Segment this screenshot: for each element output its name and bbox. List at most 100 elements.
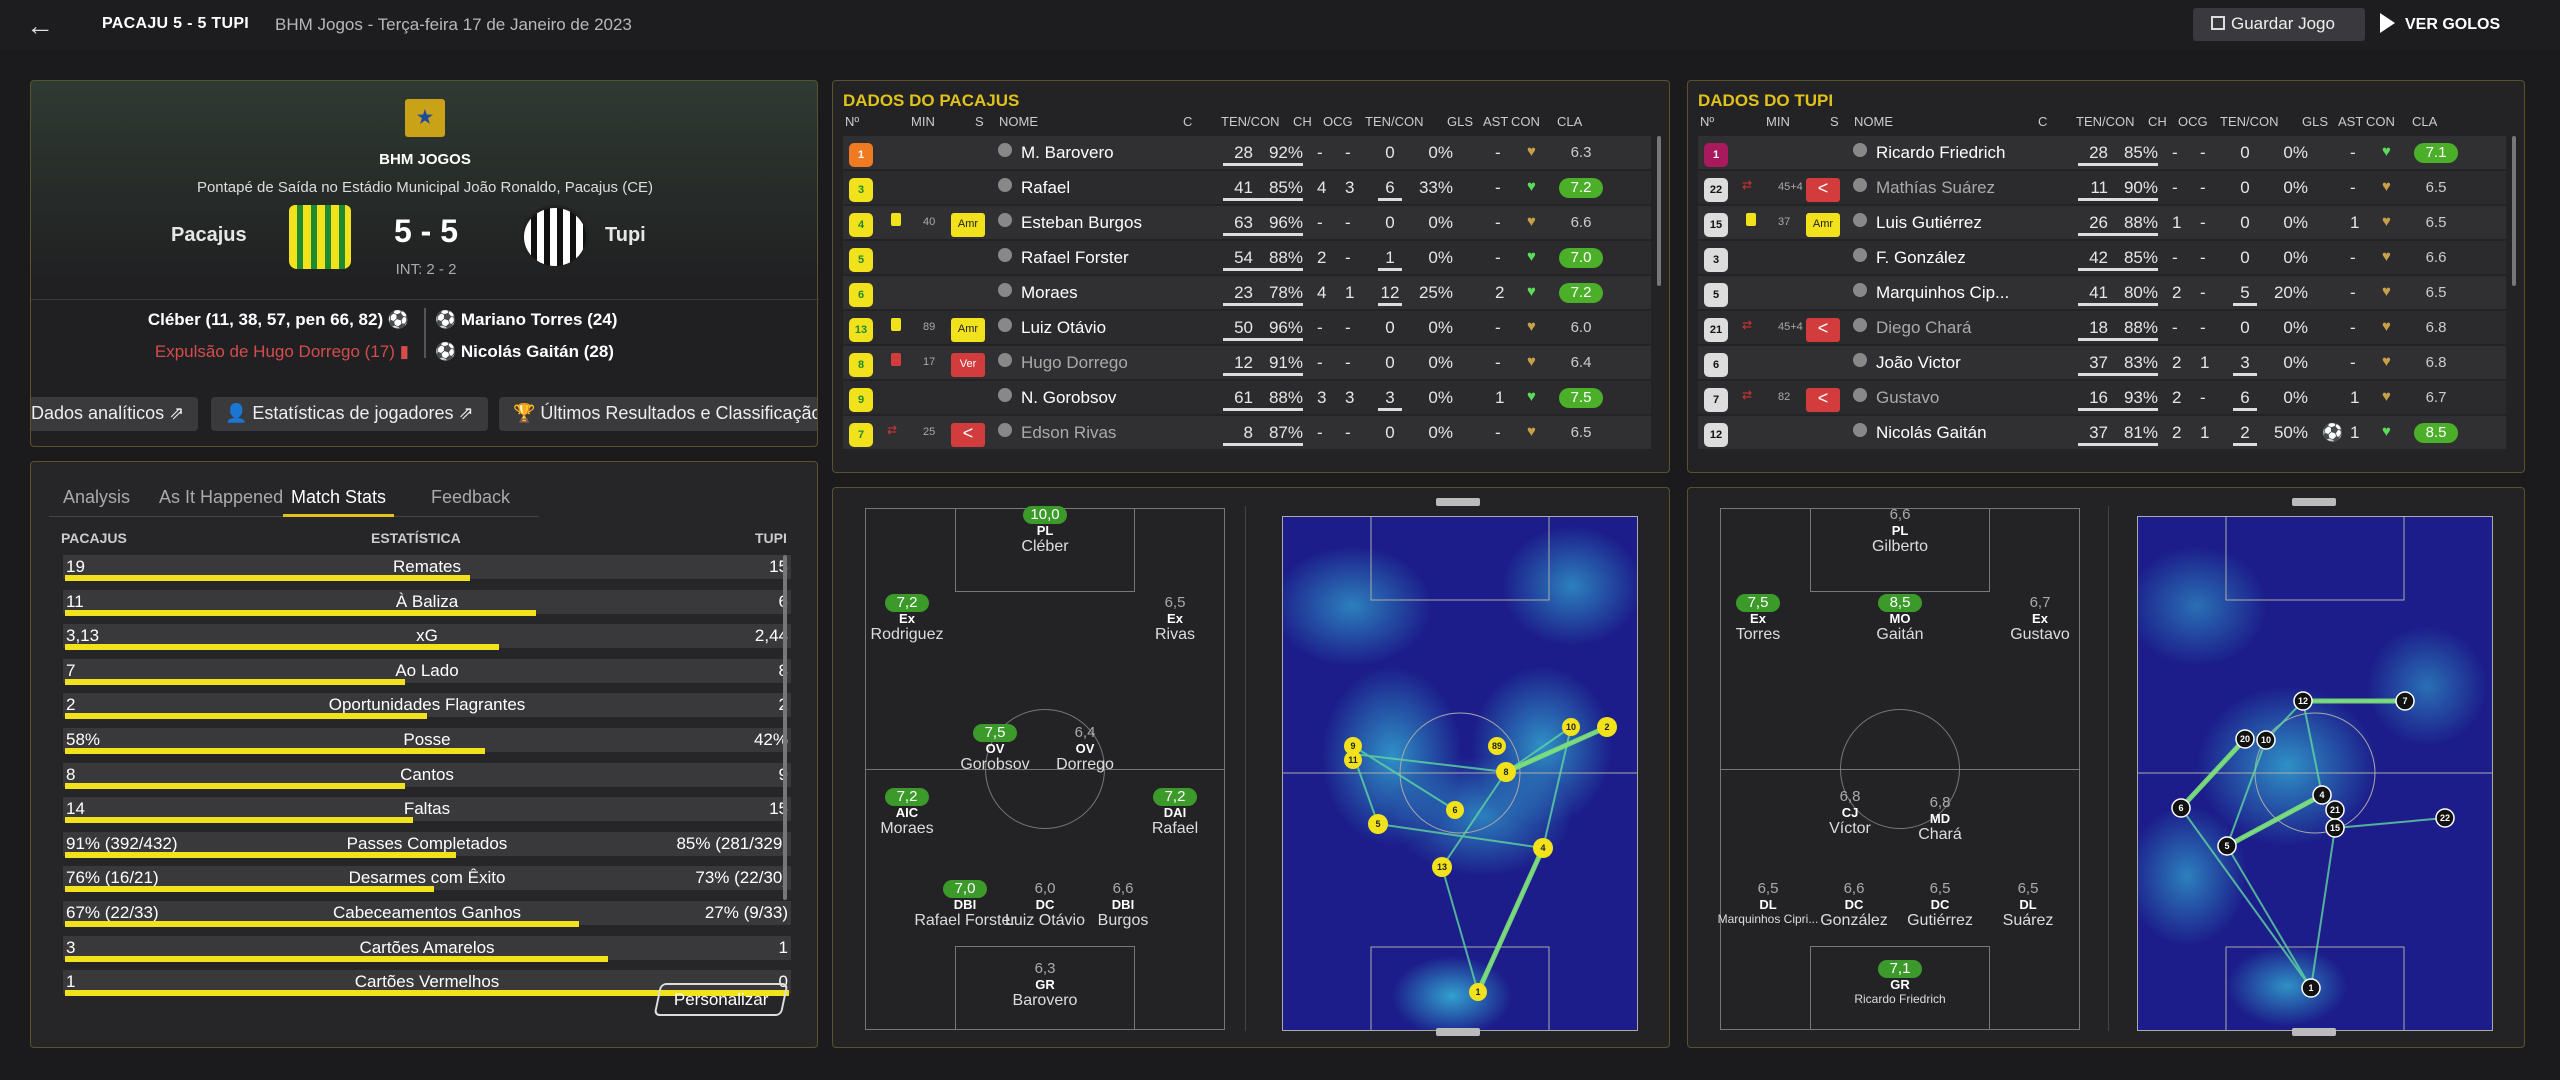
player-name[interactable]: Rafael xyxy=(1021,178,1071,197)
formation-player[interactable]: 7,5 Ex Torres xyxy=(1703,594,1813,644)
latest-results-button[interactable]: 🏆 Últimos Resultados e Classificação xyxy=(499,397,817,431)
table-row[interactable]: 9 N. Gorobsov 61 88% 3 3 3 0% 1 ♥ 7.5 xyxy=(843,381,1651,414)
player-name[interactable]: Edson Rivas xyxy=(1021,423,1117,442)
table-header-cell[interactable]: AST xyxy=(2338,114,2364,129)
home-team-name[interactable]: Pacajus xyxy=(171,224,247,246)
table-row[interactable]: 3 F. González 42 85% - -0 0% - ♥ 6.6 xyxy=(1698,241,2506,274)
formation-player[interactable]: 6,5 DL Suárez xyxy=(1973,880,2083,930)
table-header-cell[interactable]: C xyxy=(1183,114,1193,129)
table-header-cell[interactable]: MIN xyxy=(911,114,935,129)
formation-player[interactable]: 7,1 GR Ricardo Friedrich xyxy=(1845,960,1955,1006)
analytics-data-button[interactable]: Dados analíticos ⇗ xyxy=(31,397,199,431)
table-header-cell[interactable]: Nº xyxy=(1700,114,1715,129)
player-stats-button[interactable]: 👤 Estatísticas de jogadores ⇗ xyxy=(211,397,488,431)
table-header-cell[interactable]: CH xyxy=(2148,114,2167,129)
player-name[interactable]: N. Gorobsov xyxy=(1021,388,1117,407)
formation-player[interactable]: 7,5 OV Gorobsov xyxy=(940,724,1050,774)
player-name[interactable]: Marquinhos Cip... xyxy=(1876,283,2010,302)
player-name[interactable]: M. Barovero xyxy=(1021,143,1114,162)
player-name[interactable]: Rafael Forster xyxy=(1021,248,1129,267)
table-header-cell[interactable]: TEN/CON xyxy=(2076,114,2135,129)
tab-as-it-happened[interactable]: As It Happened xyxy=(159,487,284,507)
table-header-cell[interactable]: CH xyxy=(1293,114,1312,129)
table-header-cell[interactable]: TEN/CON xyxy=(1221,114,1280,129)
save-game-button[interactable]: Guardar Jogo xyxy=(2193,8,2365,41)
table-header-cell[interactable]: OCG xyxy=(1323,114,1353,129)
player-name[interactable]: Esteban Burgos xyxy=(1021,213,1142,232)
table-header-cell[interactable]: C xyxy=(2038,114,2048,129)
player-name[interactable]: Mathías Suárez xyxy=(1876,178,1996,197)
formation-player[interactable]: 6,8 MD Chará xyxy=(1885,794,1995,844)
formation-player[interactable]: 6,5 DC Gutiérrez xyxy=(1885,880,1995,930)
table-row[interactable]: 5 Rafael Forster 54 88% 2-1 0% - ♥ 7.0 xyxy=(843,241,1651,274)
table-header-cell[interactable]: NOME xyxy=(1854,114,1893,129)
table-row[interactable]: 22 ⇄ 45+4 < Mathías Suárez 11 90% - -0 0% - ♥ 6.5 xyxy=(1698,171,2506,204)
table-row[interactable]: 6 Moraes 23 78% 4 1 12 25% 2 ♥ 7.2 xyxy=(843,276,1651,309)
formation-player[interactable]: 6,7 Ex Gustavo xyxy=(1985,594,2095,644)
table-row[interactable]: 12 Nicolás Gaitán 37 81% 2 1 2 50% ⚽ 1 ♥ 8.5 xyxy=(1698,416,2506,449)
player-name[interactable]: Ricardo Friedrich xyxy=(1876,143,2006,162)
customize-button[interactable]: Personalizar xyxy=(653,983,789,1016)
table-row[interactable]: 8 17 Ver Hugo Dorrego 12 91% - -0 0% - ♥ 6.4 xyxy=(843,346,1651,379)
table-row[interactable]: 1 M. Barovero 28 92% - -0 0% - ♥ 6.3 xyxy=(843,136,1651,169)
stats-scrollbar[interactable] xyxy=(783,555,787,900)
player-name[interactable]: João Victor xyxy=(1876,353,1961,372)
table-row[interactable]: 7 ⇄ 82 < Gustavo 16 93% 2- 6 0% 1 ♥ 6.7 xyxy=(1698,381,2506,414)
tab-analysis[interactable]: Analysis xyxy=(63,487,131,507)
player-name[interactable]: Gustavo xyxy=(1876,388,1940,407)
tab-match-stats[interactable]: Match Stats xyxy=(283,487,395,517)
table-row[interactable]: 1 Ricardo Friedrich 28 85% - -0 0% - ♥ 7.1 xyxy=(1698,136,2506,169)
table-row[interactable]: 3 Rafael 41 85% 4 3 6 33% - ♥ 7.2 xyxy=(843,171,1651,204)
formation-player[interactable]: 7,2 Ex Rodriguez xyxy=(852,594,962,644)
table-header-cell[interactable]: OCG xyxy=(2178,114,2208,129)
table-row[interactable]: 13 89 Amr Luiz Otávio 50 96% - -0 0% - ♥ 6.0 xyxy=(843,311,1651,344)
formation-player[interactable]: 7,0 DBI Rafael Forster xyxy=(910,880,1020,930)
table-header-cell[interactable]: S xyxy=(1830,114,1839,129)
home-table-scrollbar[interactable] xyxy=(1657,136,1661,286)
table-header-cell[interactable]: TEN/CON xyxy=(1365,114,1424,129)
formation-player[interactable]: 8,5 MO Gaitán xyxy=(1845,594,1955,644)
formation-player[interactable]: 6,8 CJ Víctor xyxy=(1795,788,1905,838)
table-header-cell[interactable]: GLS xyxy=(1447,114,1474,129)
formation-player[interactable]: 6,4 OV Dorrego xyxy=(1030,724,1140,774)
formation-player[interactable]: 7,2 AIC Moraes xyxy=(852,788,962,838)
table-header-cell[interactable]: CON xyxy=(2366,114,2395,129)
table-header-cell[interactable]: AST xyxy=(1483,114,1509,129)
table-header-cell[interactable]: S xyxy=(975,114,984,129)
player-name[interactable]: Nicolás Gaitán xyxy=(1876,423,1987,442)
formation-player[interactable]: 6,5 Ex Rivas xyxy=(1120,594,1230,644)
table-header-cell[interactable]: MIN xyxy=(1766,114,1790,129)
player-name[interactable]: Moraes xyxy=(1021,283,1078,302)
table-header-cell[interactable]: CLA xyxy=(1557,114,1583,129)
tab-feedback[interactable]: Feedback xyxy=(431,487,511,507)
player-name[interactable]: Hugo Dorrego xyxy=(1021,353,1128,372)
formation-player[interactable]: 6,6 DBI Burgos xyxy=(1068,880,1178,930)
player-name[interactable]: Diego Chará xyxy=(1876,318,1972,337)
table-header-cell[interactable]: NOME xyxy=(999,114,1038,129)
player-name[interactable]: F. González xyxy=(1876,248,1966,267)
formation-player[interactable]: 6,5 DL Marquinhos Cipri... xyxy=(1713,880,1823,926)
back-arrow-icon[interactable]: ← xyxy=(26,10,54,41)
player-name[interactable]: Luis Gutiérrez xyxy=(1876,213,1982,232)
formation-player[interactable]: 6,6 PL Gilberto xyxy=(1845,506,1955,556)
table-header-cell[interactable]: TEN/CON xyxy=(2220,114,2279,129)
formation-player[interactable]: 6,6 DC González xyxy=(1799,880,1909,930)
table-row[interactable]: 21 ⇄ 45+4 < Diego Chará 18 88% - -0 0% - ♥ 6.8 xyxy=(1698,311,2506,344)
player-name[interactable]: Luiz Otávio xyxy=(1021,318,1107,337)
table-row[interactable]: 15 37 Amr Luis Gutiérrez 26 88% 1-0 0% 1 ♥ 6.5 xyxy=(1698,206,2506,239)
view-goals-button[interactable]: VER GOLOS xyxy=(2380,13,2500,34)
table-header-cell[interactable]: CON xyxy=(1511,114,1540,129)
formation-player[interactable]: 6,3 GR Barovero xyxy=(990,960,1100,1010)
table-header-cell[interactable]: GLS xyxy=(2302,114,2329,129)
table-row[interactable]: 6 João Victor 37 83% 2 1 3 0% - ♥ 6.8 xyxy=(1698,346,2506,379)
formation-player[interactable]: 7,2 DAI Rafael xyxy=(1120,788,1230,838)
table-row[interactable]: 5 Marquinhos Cip... 41 80% 2-5 20% - ♥ 6.5 xyxy=(1698,276,2506,309)
formation-player[interactable]: 6,0 DC Luiz Otávio xyxy=(990,880,1100,930)
table-header-cell[interactable]: Nº xyxy=(845,114,860,129)
away-team-name[interactable]: Tupi xyxy=(605,224,646,246)
table-row[interactable]: 4 40 Amr Esteban Burgos 63 96% - -0 0% - ♥ 6.6 xyxy=(843,206,1651,239)
table-row[interactable]: 7 ⇄ 25 < Edson Rivas 8 87% - -0 0% - ♥ 6.5 xyxy=(843,416,1651,449)
formation-player[interactable]: 10,0 PL Cléber xyxy=(990,506,1100,556)
table-header-cell[interactable]: CLA xyxy=(2412,114,2438,129)
away-table-scrollbar[interactable] xyxy=(2512,136,2516,286)
